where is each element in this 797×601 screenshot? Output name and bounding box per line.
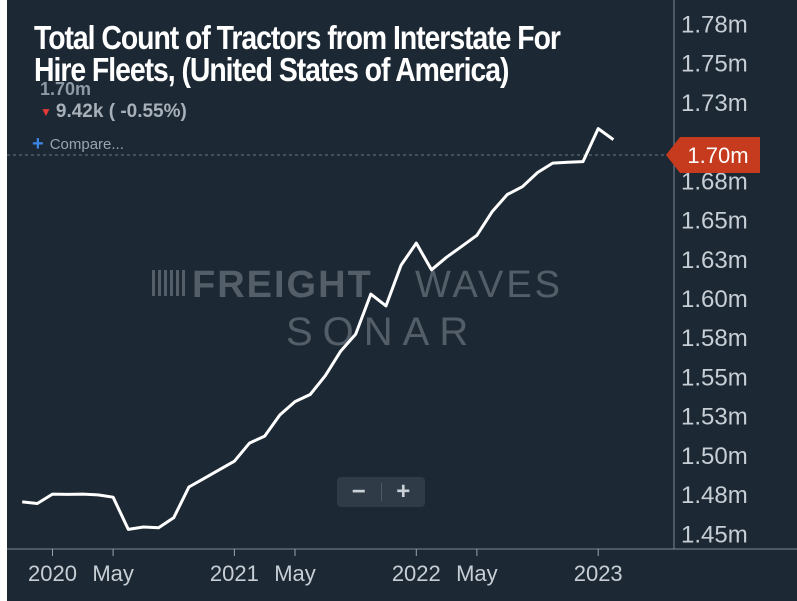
zoom-control: − + (337, 477, 425, 507)
y-tick-label: 1.50m (681, 443, 748, 470)
y-tick-label: 1.45m (681, 521, 748, 548)
y-tick-label: 1.75m (681, 51, 748, 78)
down-arrow-icon: ▼ (40, 105, 52, 119)
zoom-out-button[interactable]: − (351, 478, 366, 505)
watermark-logo-icon (152, 270, 185, 296)
x-tick-label: May (456, 561, 498, 586)
y-tick-label: 1.58m (681, 325, 748, 352)
watermark-word-1: FREIGHT (192, 264, 373, 306)
last-value-tag: 1.70m (666, 137, 760, 173)
watermark-word-3: SONAR (286, 310, 478, 354)
compare-label: Compare... (49, 136, 124, 153)
series-layer (22, 127, 615, 531)
current-value: 1.70m (40, 79, 92, 99)
x-tick-label: 2021 (210, 561, 259, 586)
plot-background (7, 0, 674, 549)
y-tick-label: 1.55m (681, 365, 748, 392)
y-tick-label: 1.63m (681, 247, 748, 274)
series-line (22, 127, 615, 531)
y-tick-label: 1.53m (681, 404, 748, 431)
y-tick-label: 1.48m (681, 482, 748, 509)
y-axis-ticks: 1.78m1.75m1.73m1.68m1.65m1.63m1.60m1.58m… (681, 12, 748, 549)
watermark: FREIGHT WAVES SONAR (152, 264, 563, 354)
chart-title: Total Count of Tractors from Interstate … (34, 19, 561, 88)
x-tick-label: 2022 (392, 561, 441, 586)
y-axis-panel (674, 0, 797, 549)
compare-button[interactable]: + Compare... (32, 133, 124, 156)
x-tick-label: 2020 (28, 561, 77, 586)
x-axis-panel (7, 549, 797, 601)
last-value-tag-label: 1.70m (687, 143, 748, 168)
value-change: ▼ 9.42k ( -0.55%) (40, 101, 187, 123)
plus-icon: + (32, 133, 44, 155)
value-change-text: 9.42k ( -0.55%) (55, 101, 187, 122)
watermark-word-2: WAVES (415, 264, 563, 306)
x-tick-label: 2023 (574, 561, 623, 586)
zoom-divider (380, 483, 382, 501)
y-tick-label: 1.78m (681, 12, 748, 39)
x-axis-ticks: 2020 May 2021 May 2022 May 2023 (28, 549, 623, 586)
x-tick-label: May (92, 561, 134, 586)
y-tick-label: 1.60m (681, 286, 748, 313)
x-tick-label: May (274, 561, 316, 586)
y-tick-label: 1.73m (681, 90, 748, 117)
last-value-tag-shape (666, 137, 760, 173)
zoom-in-button[interactable]: + (396, 478, 411, 505)
y-tick-label: 1.65m (681, 208, 748, 235)
